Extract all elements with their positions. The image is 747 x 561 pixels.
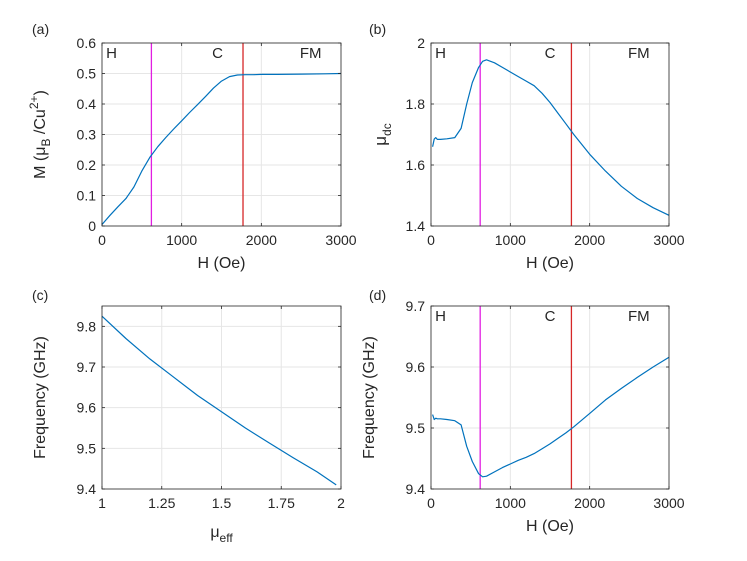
x-tick-label: 3000 — [653, 232, 684, 248]
x-tick-label: 1000 — [166, 232, 197, 248]
y-tick-label: 0.5 — [77, 66, 97, 82]
x-tick-label: 0 — [98, 232, 106, 248]
panel-label: (a) — [32, 21, 49, 37]
y-tick-label: 0.3 — [77, 127, 97, 143]
series-line — [432, 59, 670, 216]
region-label-c: C — [545, 308, 556, 325]
x-tick-label: 1.75 — [268, 495, 295, 511]
panel-label: (d) — [369, 287, 386, 303]
panel-c: 1 1.25 1.5 1.75 2 9.4 9.5 9.6 9.7 9.8 (c) μeff Frequ… — [32, 287, 345, 545]
x-axis-label: H (Oe) — [526, 255, 574, 272]
axes-box — [430, 42, 670, 227]
y-tick-label: 9.5 — [406, 420, 426, 436]
y-axis-label: μdc — [371, 123, 394, 145]
x-tick-label: 3000 — [325, 232, 356, 248]
region-label-h: H — [435, 308, 446, 325]
x-tick-label: 1.25 — [148, 495, 175, 511]
y-axis-label: M (μB /Cu2+) — [27, 90, 53, 179]
y-tick-label: 9.7 — [77, 359, 97, 375]
y-tick-label: 9.6 — [77, 400, 97, 416]
region-label-c: C — [212, 45, 223, 62]
x-axis-label: μeff — [210, 524, 233, 545]
y-tick-label: 9.6 — [406, 359, 426, 375]
x-tick-label: 1 — [98, 495, 106, 511]
panel-d: 0 1000 2000 3000 9.4 9.5 9.6 9.7 H C FM (d) H (Oe) Fr… — [361, 287, 685, 535]
axes-box — [430, 305, 670, 490]
y-tick-label: 1.8 — [406, 96, 426, 112]
x-axis-label: H (Oe) — [526, 518, 574, 535]
y-tick-label: 2 — [417, 35, 425, 51]
plot-area — [431, 306, 669, 489]
region-label-fm: FM — [300, 45, 322, 62]
x-tick-label: 2000 — [574, 495, 605, 511]
y-tick-label: 1.6 — [406, 157, 426, 173]
region-label-c: C — [545, 45, 556, 62]
x-tick-label: 1.5 — [212, 495, 232, 511]
series-line — [101, 315, 337, 486]
series-line — [432, 356, 670, 478]
region-label-h: H — [106, 45, 117, 62]
y-tick-label: 9.8 — [77, 318, 97, 334]
x-tick-label: 2000 — [246, 232, 277, 248]
x-tick-label: 2 — [337, 495, 345, 511]
y-tick-label: 9.7 — [406, 298, 426, 314]
panel-a: 0 1000 2000 3000 0 0.1 0.2 0.3 0.4 0.5 0.6 H C FM (a) H… — [27, 21, 357, 272]
panel-label: (c) — [32, 287, 48, 303]
y-tick-label: 9.4 — [406, 481, 426, 497]
region-label-fm: FM — [628, 308, 650, 325]
y-tick-label: 0.6 — [77, 35, 97, 51]
y-tick-label: 1.4 — [406, 218, 426, 234]
x-tick-label: 0 — [427, 232, 435, 248]
y-tick-label: 9.5 — [77, 440, 97, 456]
y-tick-label: 0 — [88, 218, 96, 234]
x-tick-label: 2000 — [574, 232, 605, 248]
y-axis-label: Frequency (GHz) — [361, 336, 378, 459]
x-tick-label: 1000 — [495, 232, 526, 248]
series-line — [101, 72, 342, 225]
y-tick-label: 9.4 — [77, 481, 97, 497]
region-label-h: H — [435, 45, 446, 62]
x-tick-label: 0 — [427, 495, 435, 511]
region-label-fm: FM — [628, 45, 650, 62]
x-tick-label: 3000 — [653, 495, 684, 511]
y-axis-label: Frequency (GHz) — [32, 336, 49, 459]
x-axis-label: H (Oe) — [198, 255, 246, 272]
panel-b: 0 1000 2000 3000 1.4 1.6 1.8 2H C FM (b) H (Oe) μdc — [369, 21, 685, 272]
x-tick-label: 1000 — [495, 495, 526, 511]
panel-label: (b) — [369, 21, 386, 37]
y-tick-label: 0.4 — [77, 96, 97, 112]
y-tick-label: 0.2 — [77, 157, 97, 173]
plot-area — [431, 43, 669, 226]
y-tick-label: 0.1 — [77, 188, 97, 204]
